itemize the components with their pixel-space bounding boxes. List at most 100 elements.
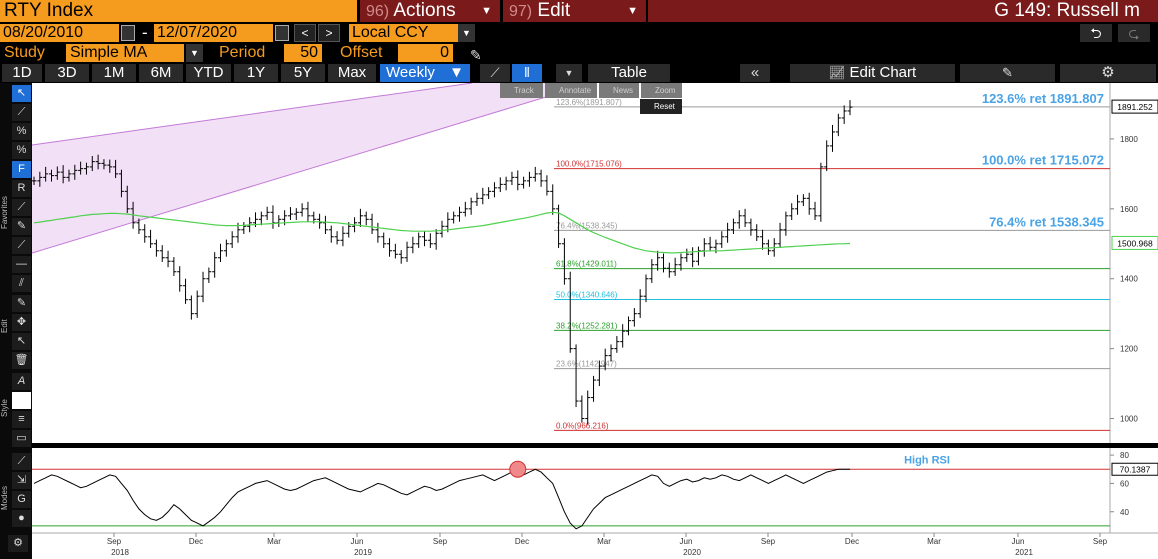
chevron-down-icon[interactable]: ▼ xyxy=(458,24,475,42)
currency-select[interactable]: Local CCY xyxy=(349,24,458,42)
line-style-icon[interactable]: ▭ xyxy=(12,430,31,447)
fib-level-label: 38.2%(1252.281) xyxy=(556,321,618,330)
high-rsi-marker xyxy=(509,460,527,478)
pen-icon[interactable]: ✎ xyxy=(12,218,31,235)
edit-menu-button[interactable]: 97) Edit ▼ xyxy=(503,0,646,22)
timeframe-max-button[interactable]: Max xyxy=(328,64,376,82)
zoom-button[interactable]: Zoom xyxy=(641,83,682,98)
chevron-down-icon[interactable]: ▼ xyxy=(186,44,203,62)
chart-type-chevron-down-icon[interactable]: ▼ xyxy=(556,64,582,82)
next-period-button[interactable]: > xyxy=(318,24,340,42)
palette-icon[interactable]: ● xyxy=(12,510,31,527)
timeframe-1y-button[interactable]: 1Y xyxy=(234,64,278,82)
pointer-icon[interactable]: ↖ xyxy=(12,85,31,102)
news-label: News xyxy=(613,86,634,95)
edit-chart-button[interactable]: 📈︎ Edit Chart xyxy=(790,64,955,82)
reset-zoom-button[interactable]: Reset xyxy=(640,99,682,114)
offset-input[interactable]: 0 xyxy=(398,44,453,62)
period-input[interactable]: 50 xyxy=(284,44,322,62)
annotate-pen-icon[interactable]: ✎ xyxy=(960,64,1055,82)
undo-button[interactable]: ⮌ xyxy=(1080,24,1112,42)
settings-gear-icon[interactable]: ⚙ xyxy=(8,535,28,552)
time-tick-label: Jun xyxy=(351,537,364,546)
line-chart-icon[interactable]: ⟋ xyxy=(480,64,510,82)
actions-menu-button[interactable]: 96) Actions ▼ xyxy=(360,0,500,22)
line-draw-icon[interactable]: ⟋ xyxy=(12,104,31,121)
move-icon[interactable]: ✥ xyxy=(12,314,31,331)
window-title: G 149: Russell m xyxy=(648,0,1158,22)
r-icon[interactable]: R xyxy=(12,180,31,197)
calendar-icon[interactable] xyxy=(121,25,135,41)
fib-level-label: 123.6%(1891.807) xyxy=(556,98,622,107)
collapse-left-icon[interactable]: « xyxy=(740,64,770,82)
gear-icon[interactable]: ⚙ xyxy=(1060,64,1156,82)
text-style-icon[interactable]: A xyxy=(12,373,31,390)
crosshair-mode-icon[interactable]: ⟋ xyxy=(12,453,31,470)
track-label: Track xyxy=(514,86,534,95)
periodicity-select[interactable]: Weekly ▼ xyxy=(380,64,470,82)
track-button[interactable]: Track xyxy=(500,83,543,98)
line-weight-icon[interactable]: ≡ xyxy=(12,411,31,428)
ticker-text: RTY Index xyxy=(4,0,94,21)
favorites-label: Favorites xyxy=(0,196,9,230)
rsi-annotation-label: High RSI xyxy=(904,455,950,467)
pencil-icon[interactable]: ✎ xyxy=(470,47,482,63)
modes-section-label: Modes xyxy=(0,486,9,511)
study-label: Study xyxy=(4,44,45,61)
rsi-tick-label: 80 xyxy=(1120,451,1129,460)
ma-value: 1500.968 xyxy=(1117,238,1153,248)
timeframe-ytd-button[interactable]: YTD xyxy=(186,64,231,82)
color-swatch-icon[interactable] xyxy=(12,392,31,409)
time-tick-label: Mar xyxy=(927,537,941,546)
trash-icon[interactable]: 🗑︎ xyxy=(12,352,31,369)
eraser-icon[interactable]: ✎ xyxy=(12,295,31,312)
study-type-select[interactable]: Simple MA xyxy=(66,44,184,62)
fib-level-label: 61.8%(1429.011) xyxy=(556,260,617,269)
time-year-label: 2018 xyxy=(111,548,129,557)
snap-mode-icon[interactable]: ⇲ xyxy=(12,472,31,489)
calendar-icon[interactable] xyxy=(275,25,289,41)
end-date-input[interactable]: 12/07/2020 xyxy=(154,24,273,42)
previous-period-button[interactable]: < xyxy=(294,24,316,42)
edit-menu-label: Edit xyxy=(537,0,571,21)
channel-icon[interactable]: ⫽ xyxy=(12,275,31,292)
fib-level-label: 0.0%(966.216) xyxy=(556,421,609,430)
style-section-label: Style xyxy=(0,399,9,417)
table-button[interactable]: Table xyxy=(588,64,670,82)
title-bar: RTY Index 96) Actions ▼ 97) Edit ▼ G 149… xyxy=(0,0,1158,22)
fibonacci-retracement-icon[interactable]: F xyxy=(12,161,31,178)
timeframe-5y-button[interactable]: 5Y xyxy=(281,64,325,82)
bar-chart-icon[interactable]: ⫴ xyxy=(512,64,542,82)
time-year-label: 2019 xyxy=(354,548,372,557)
horizontal-line-icon[interactable]: — xyxy=(12,256,31,273)
fib-ret-label: 123.6% ret 1891.807 xyxy=(982,91,1104,106)
price-tick-label: 1800 xyxy=(1120,135,1138,144)
percent-icon[interactable]: % xyxy=(12,123,31,140)
select-icon[interactable]: ↖ xyxy=(12,333,31,350)
magnet-mode-icon[interactable]: G xyxy=(12,491,31,508)
news-button[interactable]: News xyxy=(599,83,639,98)
actions-menu-label: Actions xyxy=(393,0,456,21)
reset-label: Reset xyxy=(654,102,675,111)
time-tick-label: Jun xyxy=(680,537,693,546)
ray-icon[interactable]: ⟋ xyxy=(12,237,31,254)
price-tick-label: 1000 xyxy=(1120,415,1138,424)
trendline-icon[interactable]: ⟋ xyxy=(12,199,31,216)
security-ticker-field[interactable]: RTY Index xyxy=(0,0,357,22)
time-tick-label: Jun xyxy=(1012,537,1025,546)
chevron-down-icon: ▼ xyxy=(627,5,638,17)
percent-range-icon[interactable]: % xyxy=(12,142,31,159)
redo-button[interactable]: ⮎ xyxy=(1118,24,1150,42)
edit-chart-label: Edit Chart xyxy=(849,64,917,81)
fib-ret-label: 76.4% ret 1538.345 xyxy=(989,214,1104,229)
rsi-tick-label: 60 xyxy=(1120,479,1129,488)
timeframe-6m-button[interactable]: 6M xyxy=(139,64,183,82)
price-tick-label: 1200 xyxy=(1120,345,1138,354)
timeframe-3d-button[interactable]: 3D xyxy=(45,64,89,82)
annotate-button[interactable]: Annotate xyxy=(545,83,597,98)
time-tick-label: Dec xyxy=(515,537,529,546)
price-chart[interactable]: 123.6%(1891.807) 123.6% ret 1891.807 100.0… xyxy=(32,83,1158,559)
timeframe-1m-button[interactable]: 1M xyxy=(92,64,136,82)
start-date-input[interactable]: 08/20/2010 xyxy=(0,24,119,42)
timeframe-1d-button[interactable]: 1D xyxy=(2,64,42,82)
